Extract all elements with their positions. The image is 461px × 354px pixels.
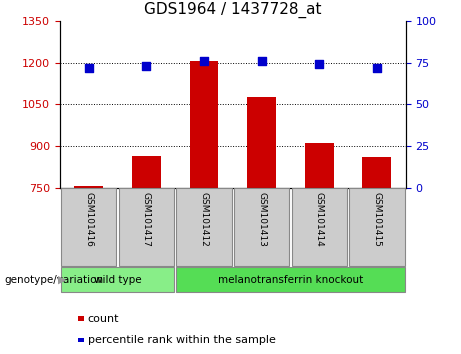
Text: melanotransferrin knockout: melanotransferrin knockout bbox=[218, 275, 363, 285]
Point bbox=[200, 58, 207, 64]
Point bbox=[373, 65, 381, 71]
Title: GDS1964 / 1437728_at: GDS1964 / 1437728_at bbox=[144, 2, 322, 18]
Bar bbox=[176, 267, 405, 292]
Point bbox=[142, 63, 150, 69]
Text: count: count bbox=[88, 314, 119, 324]
Bar bbox=[61, 188, 116, 266]
Bar bbox=[176, 188, 231, 266]
Text: genotype/variation: genotype/variation bbox=[5, 275, 104, 285]
Bar bbox=[132, 156, 161, 188]
Text: percentile rank within the sample: percentile rank within the sample bbox=[88, 335, 276, 345]
Bar bbox=[61, 267, 174, 292]
Text: wild type: wild type bbox=[94, 275, 142, 285]
Text: GSM101413: GSM101413 bbox=[257, 192, 266, 246]
Bar bbox=[118, 188, 174, 266]
Text: GSM101415: GSM101415 bbox=[372, 192, 381, 246]
Bar bbox=[234, 188, 290, 266]
Text: GSM101412: GSM101412 bbox=[200, 192, 208, 246]
Bar bbox=[349, 188, 405, 266]
Bar bbox=[362, 157, 391, 188]
Point bbox=[315, 62, 323, 67]
Text: GSM101417: GSM101417 bbox=[142, 192, 151, 246]
Bar bbox=[74, 186, 103, 188]
Point bbox=[258, 58, 266, 64]
Text: GSM101414: GSM101414 bbox=[315, 192, 324, 246]
Bar bbox=[291, 188, 347, 266]
Bar bbox=[189, 62, 219, 188]
Text: ▶: ▶ bbox=[58, 275, 66, 285]
Bar bbox=[247, 97, 276, 188]
Text: GSM101416: GSM101416 bbox=[84, 192, 93, 246]
Bar bbox=[305, 143, 334, 188]
Point bbox=[85, 65, 92, 71]
